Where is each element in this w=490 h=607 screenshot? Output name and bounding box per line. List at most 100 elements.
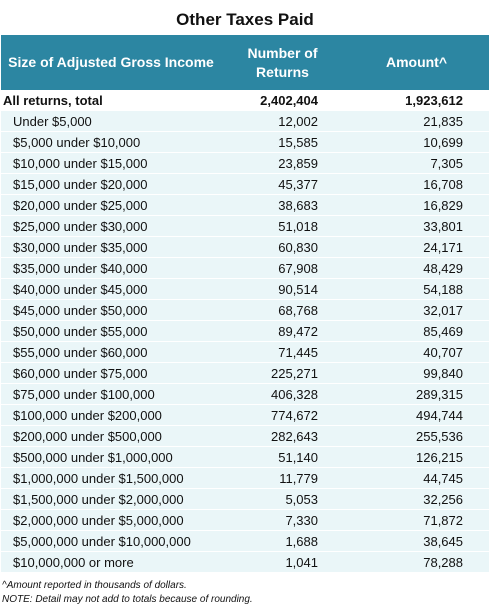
row-amount: 10,699 bbox=[344, 131, 489, 153]
table-row: $10,000,000 or more 1,041 78,288 bbox=[1, 551, 489, 573]
row-returns: 60,830 bbox=[221, 236, 344, 258]
row-label: $500,000 under $1,000,000 bbox=[1, 446, 221, 468]
table-row: $100,000 under $200,000 774,672 494,744 bbox=[1, 404, 489, 426]
row-returns: 1,688 bbox=[221, 530, 344, 552]
row-amount: 71,872 bbox=[344, 509, 489, 531]
row-returns: 774,672 bbox=[221, 404, 344, 426]
table-notes: ^Amount reported in thousands of dollars… bbox=[2, 579, 490, 607]
column-header-amount: Amount^ bbox=[344, 35, 489, 90]
table-row: Under $5,000 12,002 21,835 bbox=[1, 110, 489, 132]
row-label: Under $5,000 bbox=[1, 110, 221, 132]
row-amount: 78,288 bbox=[344, 551, 489, 573]
row-amount: 494,744 bbox=[344, 404, 489, 426]
row-returns: 225,271 bbox=[221, 362, 344, 384]
row-amount: 1,923,612 bbox=[344, 90, 489, 111]
row-amount: 99,840 bbox=[344, 362, 489, 384]
table-row: $1,500,000 under $2,000,000 5,053 32,256 bbox=[1, 488, 489, 510]
row-amount: 24,171 bbox=[344, 236, 489, 258]
row-label: $25,000 under $30,000 bbox=[1, 215, 221, 237]
row-amount: 54,188 bbox=[344, 278, 489, 300]
row-label: $35,000 under $40,000 bbox=[1, 257, 221, 279]
row-label: $15,000 under $20,000 bbox=[1, 173, 221, 195]
row-amount: 16,708 bbox=[344, 173, 489, 195]
table-row: $1,000,000 under $1,500,000 11,779 44,745 bbox=[1, 467, 489, 489]
row-label: $55,000 under $60,000 bbox=[1, 341, 221, 363]
total-row: All returns, total 2,402,404 1,923,612 bbox=[1, 90, 489, 111]
row-label: $5,000 under $10,000 bbox=[1, 131, 221, 153]
column-header-returns: Number of Returns bbox=[221, 35, 344, 90]
row-returns: 67,908 bbox=[221, 257, 344, 279]
table-header-row: Size of Adjusted Gross Income Number of … bbox=[1, 35, 489, 90]
row-amount: 7,305 bbox=[344, 152, 489, 174]
row-label: $1,500,000 under $2,000,000 bbox=[1, 488, 221, 510]
table-row: $30,000 under $35,000 60,830 24,171 bbox=[1, 236, 489, 258]
row-returns: 89,472 bbox=[221, 320, 344, 342]
table-row: $40,000 under $45,000 90,514 54,188 bbox=[1, 278, 489, 300]
table-row: $10,000 under $15,000 23,859 7,305 bbox=[1, 152, 489, 174]
row-amount: 32,256 bbox=[344, 488, 489, 510]
row-returns: 51,140 bbox=[221, 446, 344, 468]
row-label: $40,000 under $45,000 bbox=[1, 278, 221, 300]
row-amount: 44,745 bbox=[344, 467, 489, 489]
table-row: $5,000 under $10,000 15,585 10,699 bbox=[1, 131, 489, 153]
row-label: $20,000 under $25,000 bbox=[1, 194, 221, 216]
row-amount: 16,829 bbox=[344, 194, 489, 216]
table-row: $200,000 under $500,000 282,643 255,536 bbox=[1, 425, 489, 447]
row-returns: 68,768 bbox=[221, 299, 344, 321]
table-row: $55,000 under $60,000 71,445 40,707 bbox=[1, 341, 489, 363]
table-row: $25,000 under $30,000 51,018 33,801 bbox=[1, 215, 489, 237]
row-label: $200,000 under $500,000 bbox=[1, 425, 221, 447]
row-returns: 45,377 bbox=[221, 173, 344, 195]
table-row: $500,000 under $1,000,000 51,140 126,215 bbox=[1, 446, 489, 468]
row-returns: 15,585 bbox=[221, 131, 344, 153]
row-returns: 51,018 bbox=[221, 215, 344, 237]
row-label: $50,000 under $55,000 bbox=[1, 320, 221, 342]
row-returns: 90,514 bbox=[221, 278, 344, 300]
row-amount: 85,469 bbox=[344, 320, 489, 342]
row-returns: 23,859 bbox=[221, 152, 344, 174]
row-label: $30,000 under $35,000 bbox=[1, 236, 221, 258]
row-returns: 12,002 bbox=[221, 110, 344, 132]
row-returns: 38,683 bbox=[221, 194, 344, 216]
table-row: $15,000 under $20,000 45,377 16,708 bbox=[1, 173, 489, 195]
row-label: $10,000,000 or more bbox=[1, 551, 221, 573]
row-label: All returns, total bbox=[1, 90, 221, 111]
row-label: $60,000 under $75,000 bbox=[1, 362, 221, 384]
other-taxes-table: Size of Adjusted Gross Income Number of … bbox=[1, 35, 489, 573]
row-amount: 21,835 bbox=[344, 110, 489, 132]
row-label: $2,000,000 under $5,000,000 bbox=[1, 509, 221, 531]
row-label: $1,000,000 under $1,500,000 bbox=[1, 467, 221, 489]
table-row: $45,000 under $50,000 68,768 32,017 bbox=[1, 299, 489, 321]
table-row: $50,000 under $55,000 89,472 85,469 bbox=[1, 320, 489, 342]
row-label: $100,000 under $200,000 bbox=[1, 404, 221, 426]
table-row: $5,000,000 under $10,000,000 1,688 38,645 bbox=[1, 530, 489, 552]
row-amount: 38,645 bbox=[344, 530, 489, 552]
table-row: $75,000 under $100,000 406,328 289,315 bbox=[1, 383, 489, 405]
row-returns: 5,053 bbox=[221, 488, 344, 510]
row-label: $5,000,000 under $10,000,000 bbox=[1, 530, 221, 552]
table-row: $2,000,000 under $5,000,000 7,330 71,872 bbox=[1, 509, 489, 531]
row-amount: 33,801 bbox=[344, 215, 489, 237]
row-returns: 282,643 bbox=[221, 425, 344, 447]
row-returns: 11,779 bbox=[221, 467, 344, 489]
row-returns: 7,330 bbox=[221, 509, 344, 531]
note-amount-units: ^Amount reported in thousands of dollars… bbox=[2, 580, 187, 591]
row-label: $10,000 under $15,000 bbox=[1, 152, 221, 174]
row-amount: 255,536 bbox=[344, 425, 489, 447]
row-amount: 48,429 bbox=[344, 257, 489, 279]
row-label: $45,000 under $50,000 bbox=[1, 299, 221, 321]
row-amount: 32,017 bbox=[344, 299, 489, 321]
row-returns: 2,402,404 bbox=[221, 90, 344, 111]
table-title: Other Taxes Paid bbox=[176, 10, 314, 29]
row-returns: 1,041 bbox=[221, 551, 344, 573]
row-amount: 40,707 bbox=[344, 341, 489, 363]
table-row: $35,000 under $40,000 67,908 48,429 bbox=[1, 257, 489, 279]
row-returns: 71,445 bbox=[221, 341, 344, 363]
column-header-agi: Size of Adjusted Gross Income bbox=[1, 35, 221, 90]
note-rounding: NOTE: Detail may not add to totals becau… bbox=[2, 594, 253, 605]
row-label: $75,000 under $100,000 bbox=[1, 383, 221, 405]
table-row: $20,000 under $25,000 38,683 16,829 bbox=[1, 194, 489, 216]
row-amount: 126,215 bbox=[344, 446, 489, 468]
row-returns: 406,328 bbox=[221, 383, 344, 405]
row-amount: 289,315 bbox=[344, 383, 489, 405]
